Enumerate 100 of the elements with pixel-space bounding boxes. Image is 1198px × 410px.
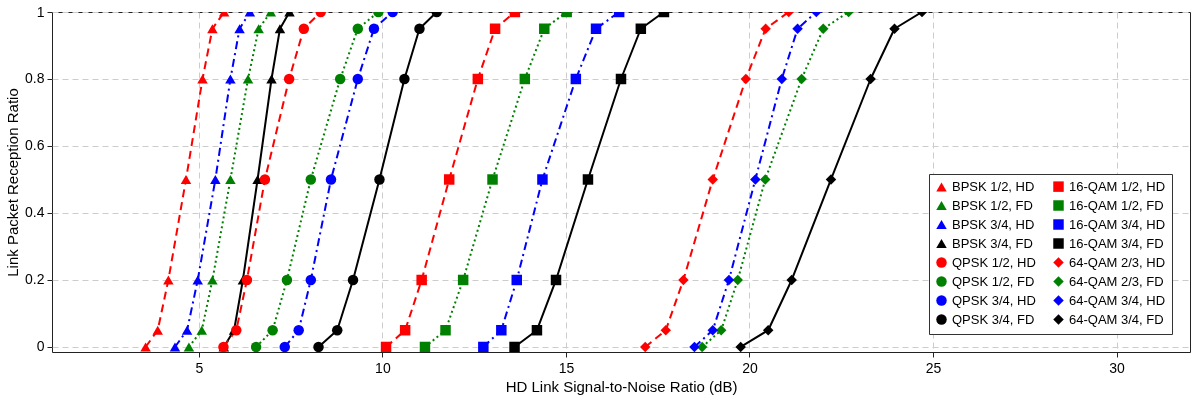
point: [457, 274, 469, 286]
legend-label: QPSK 1/2, FD: [952, 273, 1035, 289]
y-axis-title: Link Packet Reception Ratio: [4, 88, 22, 277]
point: [660, 324, 672, 336]
point: [519, 73, 531, 85]
point: [786, 274, 797, 286]
point: [760, 23, 771, 34]
point: [539, 23, 550, 34]
point: [818, 23, 829, 34]
legend-label: 16-QAM 1/2, HD: [1069, 178, 1166, 194]
point: [331, 324, 343, 336]
x-tick-label: 20: [742, 359, 758, 376]
point: [207, 275, 218, 285]
point: [334, 73, 346, 85]
legend-label: 64-QAM 2/3, HD: [1069, 254, 1166, 270]
point: [274, 24, 286, 34]
point: [266, 74, 277, 84]
legend-label: BPSK 1/2, FD: [952, 197, 1033, 213]
point: [511, 274, 522, 286]
point: [225, 74, 236, 84]
y-tick-label: 0.2: [25, 271, 45, 288]
point: [169, 342, 181, 352]
y-tick-label: 0.4: [25, 204, 45, 221]
point: [241, 274, 253, 286]
point: [889, 23, 900, 34]
point: [347, 274, 359, 286]
point: [792, 23, 803, 34]
point: [352, 73, 364, 85]
x-tick-label: 30: [1109, 359, 1126, 376]
point: [478, 341, 489, 352]
point: [293, 324, 304, 336]
point: [250, 341, 262, 352]
point: [196, 325, 208, 335]
legend-label: BPSK 1/2, HD: [952, 178, 1035, 194]
point: [550, 274, 562, 286]
point: [796, 73, 807, 85]
point: [183, 342, 195, 352]
point: [440, 324, 451, 336]
point: [325, 174, 337, 185]
point: [740, 73, 752, 85]
point: [399, 73, 410, 85]
point: [776, 73, 788, 85]
point: [537, 174, 548, 185]
point: [163, 275, 174, 285]
point: [496, 324, 507, 336]
point: [416, 274, 427, 286]
point: [689, 341, 700, 352]
point: [313, 341, 324, 352]
x-tick-label: 10: [375, 359, 391, 376]
point: [305, 174, 317, 185]
point: [509, 341, 520, 352]
y-tick-label: 0: [36, 338, 45, 355]
point: [865, 73, 876, 85]
point: [242, 74, 254, 84]
point: [152, 325, 163, 335]
point: [207, 24, 218, 34]
point: [707, 324, 719, 336]
point: [281, 274, 293, 286]
point: [192, 275, 203, 285]
point: [678, 274, 689, 286]
point: [225, 174, 236, 185]
point: [582, 174, 594, 185]
point: [253, 24, 264, 34]
x-tick-label: 15: [558, 359, 575, 376]
y-tick-label: 1: [36, 3, 45, 20]
point: [489, 23, 501, 34]
legend-label: 64-QAM 3/4, FD: [1069, 311, 1164, 327]
legend-label: BPSK 3/4, FD: [952, 235, 1033, 251]
x-axis-title: HD Link Signal-to-Noise Ratio (dB): [505, 377, 738, 395]
point: [180, 174, 192, 185]
point: [723, 274, 735, 286]
x-tick-label: 5: [195, 359, 204, 376]
point: [399, 324, 411, 336]
point: [305, 274, 317, 286]
point: [639, 341, 651, 352]
legend-label: 16-QAM 3/4, FD: [1069, 235, 1164, 251]
y-tick-label: 0.8: [25, 70, 45, 87]
point: [267, 324, 278, 336]
point: [234, 24, 245, 34]
point: [732, 274, 743, 286]
point: [735, 341, 746, 352]
y-tick-label: 0.6: [25, 137, 45, 154]
point: [352, 23, 364, 34]
point: [298, 23, 310, 34]
point: [570, 73, 582, 85]
legend-label: 64-QAM 3/4, HD: [1069, 292, 1166, 308]
point: [590, 23, 602, 34]
point: [635, 23, 647, 34]
point: [472, 73, 484, 85]
point: [531, 324, 543, 336]
point: [707, 174, 719, 185]
legend-label: BPSK 3/4, HD: [952, 216, 1035, 232]
legend-label: QPSK 1/2, HD: [952, 254, 1036, 270]
point: [762, 324, 774, 336]
legend-label: QPSK 3/4, FD: [952, 311, 1035, 327]
point: [419, 341, 431, 352]
point: [750, 174, 761, 185]
legend-label: 16-QAM 3/4, HD: [1069, 216, 1166, 232]
point: [825, 174, 837, 185]
point: [368, 23, 380, 34]
